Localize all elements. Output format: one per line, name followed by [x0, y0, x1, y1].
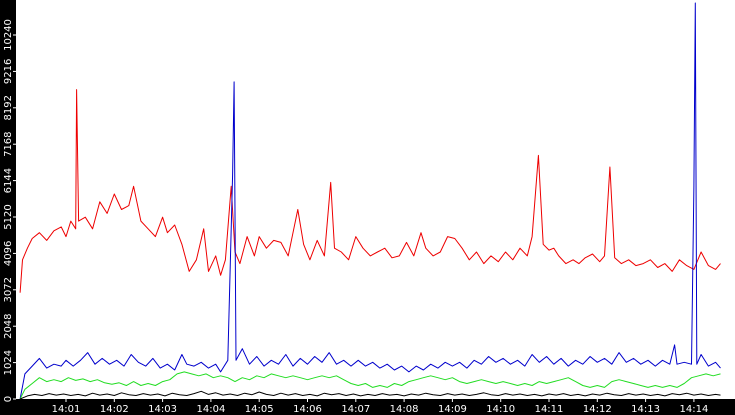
y-tick-label: 1024: [3, 350, 14, 375]
y-tick-label: 0: [3, 396, 14, 402]
series-line-3: [19, 371, 721, 400]
y-tick-label: 5120: [3, 204, 14, 229]
x-axis-ticks: 14:01 14:02 14:03 14:04 14:05 14:06 14:07 14:08…: [52, 399, 708, 415]
series-layer: [19, 2, 721, 400]
y-tick-label: 9216: [3, 59, 14, 84]
x-tick-label: 14:01: [52, 404, 81, 415]
y-tick-label: 4096: [3, 241, 14, 266]
x-tick-label: 14:10: [486, 404, 515, 415]
series-line-4: [19, 390, 721, 400]
y-tick-label: 3072: [3, 277, 14, 302]
x-axis-band: [0, 399, 735, 415]
x-tick-label: 14:12: [583, 404, 612, 415]
x-tick-label: 14:14: [679, 404, 708, 415]
series-line-2: [19, 2, 721, 400]
x-tick-label: 14:08: [390, 404, 419, 415]
x-tick-label: 14:03: [148, 404, 177, 415]
y-tick-label: 7168: [3, 131, 14, 156]
y-tick-label: 2048: [3, 313, 14, 338]
y-axis-ticks: 0 1024 2048 3072 4096 5120 6144 7168 8192 9216 102…: [3, 19, 16, 402]
x-tick-label: 14:13: [631, 404, 660, 415]
y-tick-label: 8192: [3, 95, 14, 120]
x-tick-label: 14:02: [100, 404, 129, 415]
y-tick-label: 10240: [3, 19, 14, 51]
x-tick-label: 14:04: [196, 404, 225, 415]
x-tick-label: 14:09: [438, 404, 467, 415]
x-tick-label: 14:05: [245, 404, 274, 415]
y-tick-label: 6144: [3, 168, 14, 193]
x-tick-label: 14:11: [535, 404, 564, 415]
x-tick-label: 14:06: [293, 404, 322, 415]
y-axis-band: [0, 0, 16, 415]
x-tick-label: 14:07: [341, 404, 370, 415]
series-line-1: [19, 89, 721, 293]
